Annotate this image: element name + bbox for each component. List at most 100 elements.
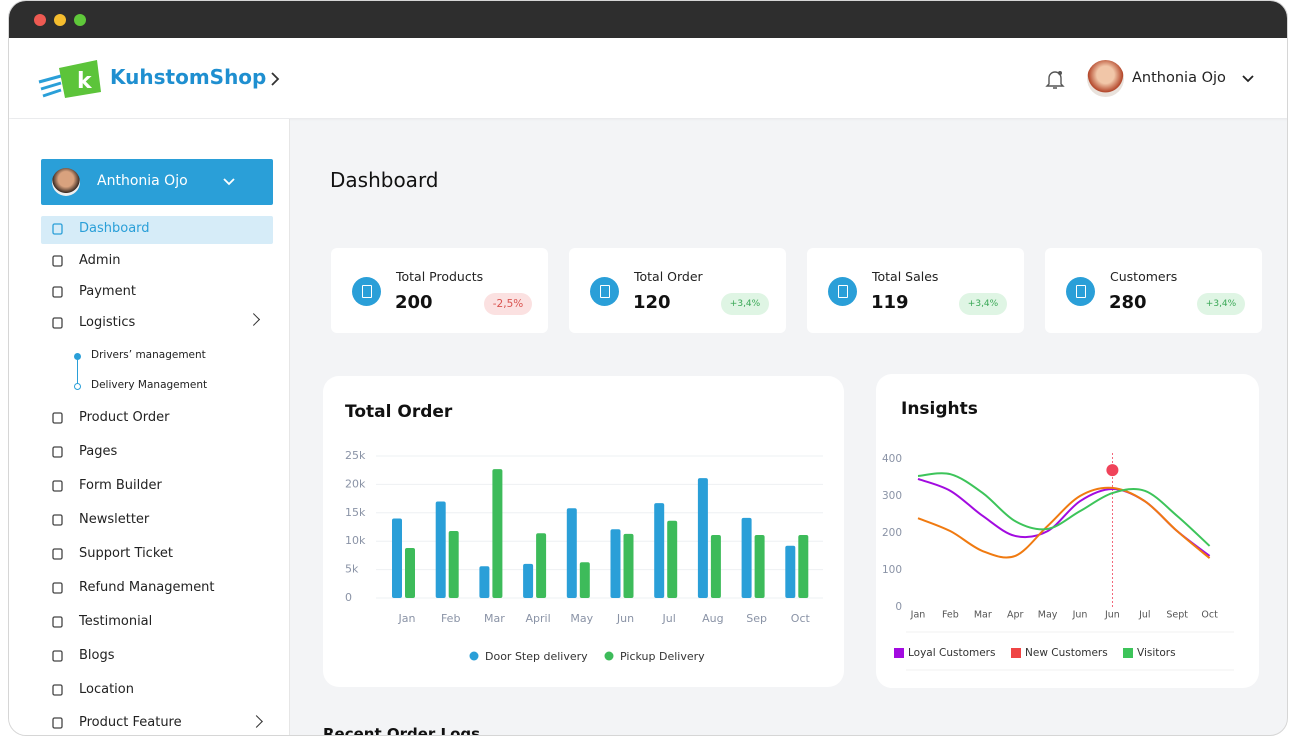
menu-item[interactable]: Refund Management	[79, 580, 215, 595]
bar	[566, 508, 577, 598]
stat-icon	[828, 277, 857, 306]
user-avatar[interactable]	[1087, 60, 1124, 97]
tree-line	[77, 357, 78, 387]
x-tick-label: Jul	[1138, 610, 1150, 621]
menu-item[interactable]: Payment	[79, 284, 136, 299]
menu-item[interactable]: Location	[79, 682, 134, 697]
menu-icon-box	[52, 514, 63, 526]
stat-label: Total Products	[396, 269, 484, 284]
expand-arrow[interactable]	[250, 715, 263, 728]
stat-change: -2,5%	[484, 293, 532, 315]
notification-bell[interactable]	[1045, 69, 1065, 91]
series-line	[917, 472, 1211, 547]
menu-icon-box	[52, 255, 63, 267]
page-title: Dashboard	[330, 168, 439, 192]
sidebar: Anthonia Ojo Dashboard Admin Payment Logist…	[9, 119, 290, 735]
profile-name: Anthonia Ojo	[97, 173, 188, 189]
menu-icon	[52, 582, 63, 594]
bar	[492, 469, 503, 598]
x-tick-label: Oct	[1201, 610, 1218, 621]
stat-value: 200	[395, 292, 433, 313]
y-tick-label: 5k	[345, 563, 359, 576]
bar	[667, 520, 678, 598]
menu-item[interactable]: Blogs	[79, 648, 115, 663]
stat-value: 280	[1109, 292, 1147, 313]
collapse-toggle[interactable]	[269, 72, 281, 86]
maximize-button[interactable]	[74, 14, 86, 26]
bar	[523, 563, 534, 598]
menu-item[interactable]: Dashboard	[79, 221, 150, 236]
menu-item[interactable]: Admin	[79, 253, 121, 268]
expand-arrow[interactable]	[247, 313, 261, 326]
x-tick-label: May	[570, 612, 593, 625]
menu-icon	[52, 255, 63, 267]
series-line	[917, 486, 1211, 559]
menu-icon-box	[52, 684, 63, 696]
x-tick-label: Oct	[791, 612, 811, 625]
y-tick-label: 200	[882, 527, 902, 539]
user-menu-toggle[interactable]	[1242, 75, 1254, 83]
user-name[interactable]: Anthonia Ojo	[1132, 70, 1226, 86]
x-tick-label: Sept	[1166, 610, 1188, 621]
menu-icon-box	[52, 480, 63, 492]
stat-value: 120	[633, 292, 671, 313]
section-title: Recent Order Logs	[323, 725, 481, 736]
menu-item[interactable]: Testimonial	[79, 614, 153, 629]
menu-icon-box	[52, 446, 63, 458]
bar	[536, 533, 547, 598]
legend-swatch	[1011, 648, 1021, 658]
menu-item[interactable]: Product Feature	[79, 715, 182, 730]
stat-icon	[1066, 277, 1095, 306]
y-tick-label: 400	[882, 453, 902, 465]
tree-dot	[74, 383, 81, 390]
y-tick-label: 20k	[345, 477, 366, 490]
bar	[754, 534, 765, 598]
menu-item[interactable]: Product Order	[79, 410, 170, 425]
stat-card: Total Products 200 -2,5%	[331, 248, 548, 333]
menu-icon-box	[52, 582, 63, 594]
x-tick-label: Mar	[484, 612, 505, 625]
legend-swatch	[469, 651, 479, 661]
menu-icon-box	[52, 286, 63, 298]
bar	[798, 534, 809, 598]
y-tick-label: 0	[895, 601, 902, 613]
browser-window: k KuhstomShop Anthonia Ojo Anthonia Ojo …	[8, 0, 1288, 736]
legend-label: New Customers	[1025, 647, 1108, 659]
chart-title: Total Order	[345, 402, 453, 422]
brand-name[interactable]: KuhstomShop	[110, 65, 267, 89]
stat-icon-glyph	[838, 285, 848, 298]
menu-icon-box	[52, 650, 63, 662]
profile-switcher[interactable]: Anthonia Ojo	[41, 159, 273, 205]
stat-label: Total Sales	[872, 269, 939, 284]
legend-swatch	[604, 651, 614, 661]
close-button[interactable]	[34, 14, 46, 26]
menu-item[interactable]: Pages	[79, 444, 118, 459]
bar	[392, 518, 402, 598]
minimize-button[interactable]	[54, 14, 66, 26]
menu-item[interactable]: Newsletter	[79, 512, 150, 527]
y-tick-label: 15k	[345, 506, 366, 519]
bar	[623, 533, 634, 598]
x-tick-label: Apr	[1007, 610, 1024, 621]
logo-icon: k	[38, 60, 101, 98]
bar	[579, 562, 590, 598]
y-tick-label: 10k	[345, 534, 366, 547]
menu-icon-box	[52, 223, 63, 235]
menu-icon	[52, 412, 63, 424]
submenu-item[interactable]: Drivers’ management	[91, 349, 206, 361]
menu-item[interactable]: Form Builder	[79, 478, 162, 493]
bar	[741, 517, 752, 598]
legend-label: Pickup Delivery	[620, 650, 705, 663]
stat-icon	[352, 277, 381, 306]
bar	[610, 529, 621, 598]
menu-item[interactable]: Logistics	[79, 315, 136, 330]
menu-icon-box	[52, 717, 63, 729]
menu-icon	[52, 548, 63, 560]
svg-text:k: k	[77, 69, 93, 94]
submenu-item[interactable]: Delivery Management	[91, 379, 208, 391]
menu-item[interactable]: Support Ticket	[79, 546, 173, 561]
menu-icon	[52, 650, 63, 662]
profile-toggle	[223, 178, 235, 186]
bar	[448, 530, 459, 598]
